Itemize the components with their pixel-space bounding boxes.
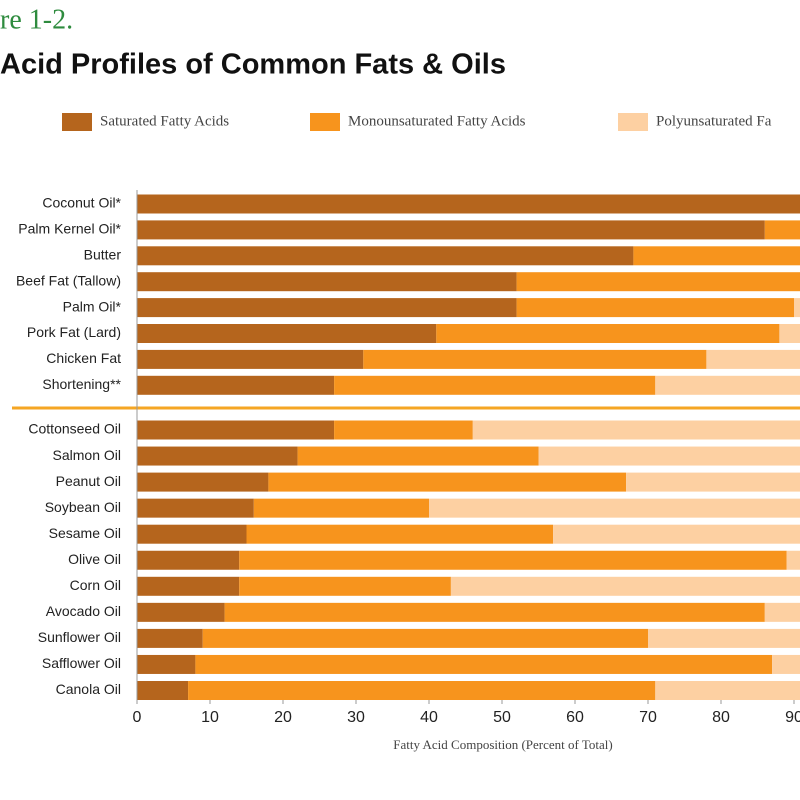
bar-segment [553,524,800,544]
bar-segment [363,349,707,369]
bar-segment [137,681,189,700]
y-tick-label: Coconut Oil* [42,195,121,211]
x-tick-label: 30 [347,709,365,726]
bar-segment [436,324,780,343]
bar-segment [472,420,800,440]
bar-segment [137,576,240,596]
x-tick-label: 70 [639,709,657,726]
legend-label: Monounsaturated Fatty Acids [348,113,526,129]
y-tick-label: Pork Fat (Lard) [27,324,121,340]
bar-segment [648,628,800,648]
x-tick-label: 20 [274,709,292,726]
bar-segment [516,298,794,318]
y-tick-label: Palm Kernel Oil* [18,221,121,237]
bar-segment [655,681,800,700]
bar-segment [334,420,473,440]
bar-segment [137,446,298,466]
bar-segment [137,349,364,369]
y-tick-label: Soybean Oil [45,499,121,515]
y-tick-label: Beef Fat (Tallow) [16,272,121,288]
bar-segment [224,602,765,622]
y-tick-label: Chicken Fat [46,350,121,366]
bar-segment [655,375,800,395]
bar-segment [239,550,787,570]
y-tick-label: Peanut Oil [56,473,121,489]
x-axis-label: Fatty Acid Composition (Percent of Total… [393,737,612,752]
bar-segment [538,446,800,466]
y-tick-label: Sunflower Oil [38,629,121,645]
y-tick-label: Shortening** [42,376,121,392]
y-tick-label: Salmon Oil [53,447,121,463]
x-tick-label: 60 [566,709,584,726]
y-tick-label: Cottonseed Oil [28,421,121,437]
bar-segment [137,298,517,318]
y-tick-label: Sesame Oil [49,525,121,541]
x-tick-label: 90 [785,709,800,726]
bar-segment [779,324,800,343]
figure-label: re 1-2. [0,4,73,35]
bar-segment [297,446,539,466]
legend-label: Polyunsaturated Fa [656,113,772,129]
bar-segment [429,498,800,518]
y-tick-label: Canola Oil [56,681,121,697]
y-tick-label: Olive Oil [68,551,121,567]
bar-segment [202,628,648,648]
y-tick-label: Safflower Oil [42,655,121,671]
bar-segment [633,246,800,266]
bar-segment [195,654,773,674]
bar-segment [706,349,800,369]
x-tick-label: 10 [201,709,219,726]
bar-segment [334,375,656,395]
bar-segment [516,272,800,292]
bar-segment [137,628,203,648]
bar-segment [137,550,240,570]
bar-segment [764,220,800,240]
bar-segment [764,602,800,622]
bar-segment [137,498,254,518]
bar-segment [188,681,656,700]
bar-segment [137,375,335,395]
x-tick-label: 50 [493,709,511,726]
legend-label: Saturated Fatty Acids [100,113,229,129]
legend-swatch [618,113,648,131]
bar-segment [137,272,517,292]
bar-segment [239,576,451,596]
bar-segment [137,602,225,622]
bar-segment [137,324,437,343]
y-tick-label: Butter [84,247,122,263]
legend-swatch [310,113,340,131]
bar-segment [794,298,800,318]
bar-segment [786,550,800,570]
chart-title: Acid Profiles of Common Fats & Oils [0,49,506,81]
bar-segment [137,654,196,674]
bar-segment [137,524,247,544]
bar-segment [450,576,800,596]
y-tick-label: Avocado Oil [46,603,121,619]
bar-segment [137,420,335,440]
bar-segment [268,472,627,492]
x-tick-label: 0 [133,709,142,726]
bar-segment [253,498,429,518]
bar-segment [137,194,800,214]
bar-segment [772,654,800,674]
y-tick-label: Corn Oil [70,577,121,593]
bar-segment [137,220,765,240]
y-tick-label: Palm Oil* [63,298,122,314]
bar-segment [137,472,269,492]
bar-segment [626,472,800,492]
x-tick-label: 80 [712,709,730,726]
x-tick-label: 40 [420,709,438,726]
legend-swatch [62,113,92,131]
bar-segment [246,524,554,544]
bar-segment [137,246,634,266]
